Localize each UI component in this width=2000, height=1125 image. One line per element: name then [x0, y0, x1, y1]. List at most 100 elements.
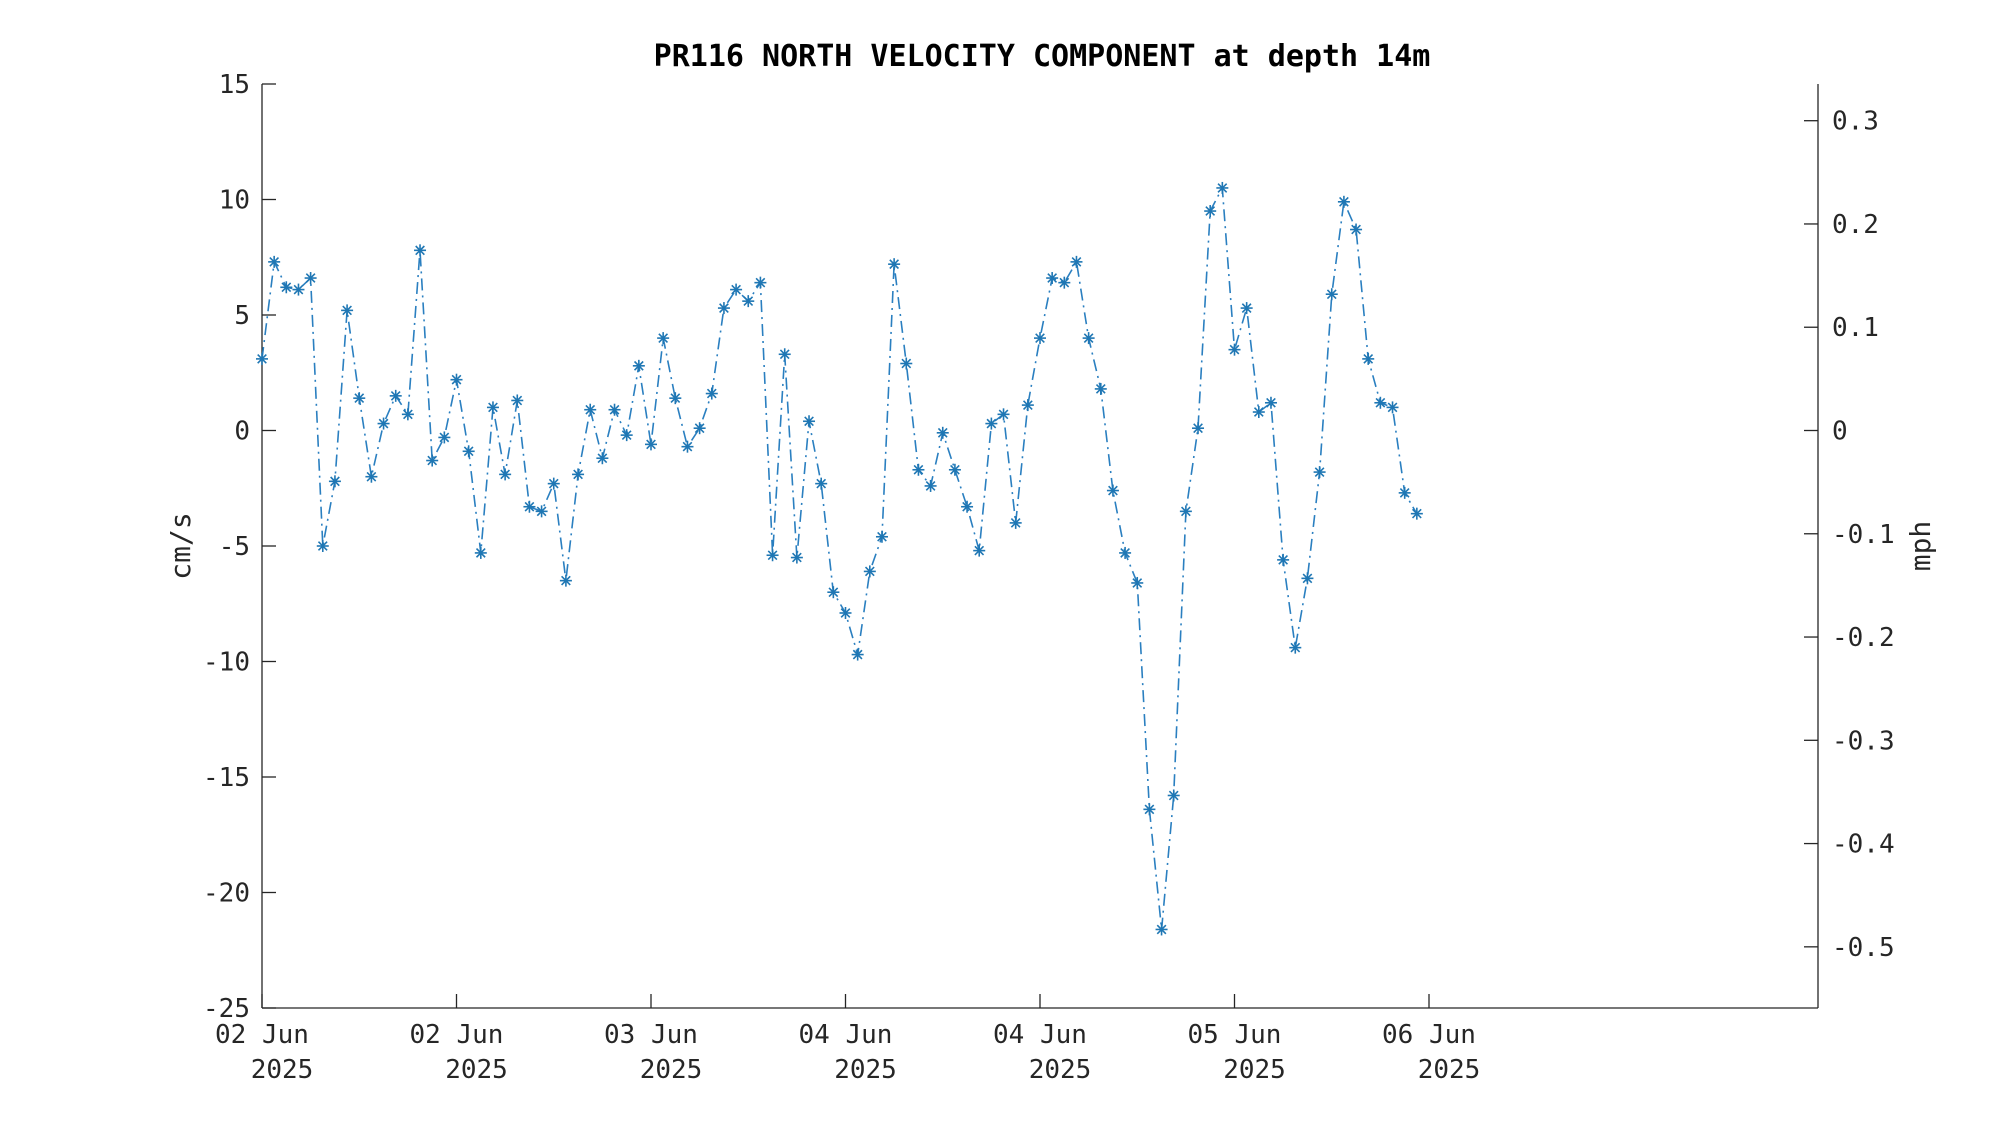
data-point: [559, 574, 572, 587]
marker-stroke: [998, 409, 1009, 420]
data-point: [815, 477, 828, 490]
data-point: [924, 479, 937, 492]
y-tick-label: 5: [234, 301, 250, 331]
marker-stroke: [1156, 924, 1167, 935]
data-point: [912, 463, 925, 476]
data-point: [511, 394, 524, 407]
x-tick-label-year: 2025: [1418, 1055, 1481, 1085]
marker-stroke: [269, 256, 280, 267]
data-point: [778, 348, 791, 361]
data-point: [547, 477, 560, 490]
data-point: [790, 551, 803, 564]
marker-stroke: [1168, 790, 1179, 801]
marker-stroke: [488, 402, 498, 413]
x-tick-label-day: 05 Jun: [1188, 1020, 1282, 1050]
marker-stroke: [646, 439, 656, 450]
y2-tick-label: -0.5: [1832, 933, 1895, 963]
data-point: [1301, 572, 1314, 585]
marker-stroke: [974, 545, 985, 556]
marker-stroke: [1375, 397, 1386, 408]
data-point: [1289, 641, 1302, 654]
marker-stroke: [317, 541, 328, 551]
marker-stroke: [1071, 256, 1082, 267]
marker-stroke: [1180, 506, 1191, 517]
data-point: [900, 357, 913, 370]
data-point: [693, 422, 706, 435]
data-point: [973, 544, 986, 557]
data-point: [572, 468, 585, 481]
marker-stroke: [1022, 400, 1033, 410]
y2-tick-label: -0.2: [1832, 623, 1895, 653]
marker-stroke: [864, 566, 875, 577]
marker-stroke: [1399, 487, 1410, 498]
data-point: [1179, 505, 1192, 518]
marker-stroke: [1047, 273, 1058, 283]
data-point: [608, 403, 621, 416]
series: [256, 181, 1423, 936]
data-point: [377, 417, 390, 430]
data-point: [1009, 516, 1022, 529]
x-tick-label-day: 02 Jun: [410, 1020, 504, 1050]
x-tick-label-day: 02 Jun: [215, 1020, 309, 1050]
x-tick-label-year: 2025: [251, 1055, 314, 1085]
marker-stroke: [816, 478, 827, 489]
data-point: [341, 304, 354, 317]
marker-stroke: [852, 649, 863, 660]
data-point: [936, 426, 949, 439]
marker-stroke: [330, 476, 340, 487]
marker-stroke: [1339, 196, 1349, 207]
marker-stroke: [791, 552, 802, 563]
y2-tick-label: 0.1: [1832, 313, 1879, 343]
y2-tick-label: 0.3: [1832, 107, 1879, 137]
data-point: [645, 438, 657, 451]
marker-stroke: [1229, 344, 1240, 355]
marker-stroke: [366, 471, 377, 482]
data-point: [851, 648, 864, 661]
data-point: [1034, 332, 1046, 345]
marker-stroke: [475, 548, 486, 558]
data-point: [1204, 205, 1217, 218]
marker-stroke: [925, 481, 936, 491]
data-point: [256, 352, 268, 365]
x-tick-label-day: 03 Jun: [604, 1020, 698, 1050]
marker-stroke: [548, 478, 559, 489]
data-point: [1021, 399, 1034, 412]
data-point: [961, 500, 974, 513]
marker-stroke: [500, 469, 511, 480]
data-point: [1240, 302, 1253, 315]
marker-stroke: [986, 418, 997, 429]
marker-stroke: [779, 349, 790, 360]
data-point: [985, 417, 998, 430]
data-point: [1252, 406, 1265, 419]
data-point: [353, 392, 366, 405]
marker-stroke: [1217, 183, 1228, 193]
y-tick-label: -15: [203, 763, 250, 793]
data-point: [827, 586, 840, 599]
data-point: [839, 606, 852, 619]
marker-stroke: [804, 416, 814, 427]
x-tick-label-day: 04 Jun: [799, 1020, 893, 1050]
marker-stroke: [1108, 485, 1118, 496]
data-point: [401, 408, 414, 421]
marker-stroke: [706, 388, 717, 399]
marker-stroke: [597, 453, 608, 464]
marker-stroke: [439, 432, 450, 443]
y-axis-left: 15 10 5 0 -5 -10 -15 -20 -25: [203, 70, 276, 1024]
data-point: [596, 452, 609, 465]
x-tick-label-year: 2025: [834, 1055, 897, 1085]
data-point: [632, 359, 645, 372]
y-tick-label: -10: [203, 648, 250, 678]
y-tick-label: -25: [203, 994, 250, 1024]
data-point: [1398, 486, 1411, 499]
data-point: [948, 463, 961, 476]
y-axis-left-label: cm/s: [164, 512, 197, 579]
data-point: [1362, 352, 1375, 365]
y-tick-label: 15: [219, 70, 250, 100]
marker-stroke: [1144, 804, 1155, 815]
y-tick-label: -5: [219, 532, 250, 562]
marker-stroke: [1132, 578, 1143, 588]
marker-stroke: [1083, 333, 1094, 343]
data-point: [438, 431, 451, 444]
marker-stroke: [293, 284, 304, 295]
data-point: [1386, 401, 1399, 414]
